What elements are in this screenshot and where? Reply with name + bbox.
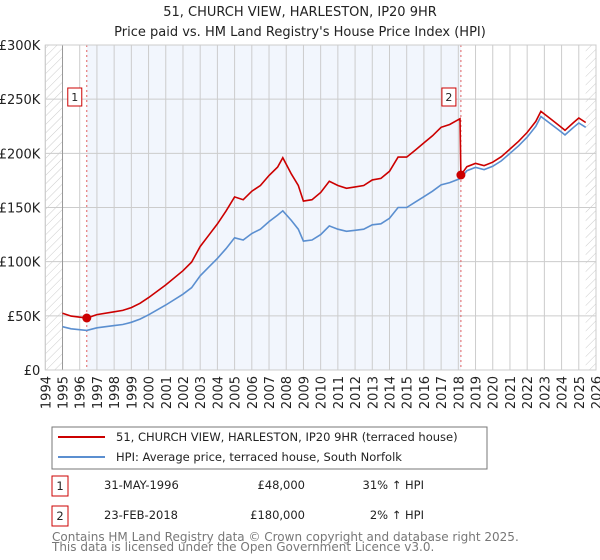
legend-label-hpi: HPI: Average price, terraced house, Sout… [116,450,402,464]
x-tick-label: 2026 [590,376,600,409]
x-tick-label: 2005 [229,376,244,409]
sale-hpi-change: 2% ↑ HPI [370,508,424,522]
plot-border [44,44,597,371]
x-tick-label: 1995 [57,376,72,409]
x-tick-label: 1999 [125,376,140,409]
sale-price: £48,000 [257,478,305,492]
sale-number: 2 [56,509,63,523]
sale-row: 1 31-MAY-1996 £48,000 31% ↑ HPI [51,475,424,497]
sale-point [456,170,466,180]
x-tick-label: 2012 [349,376,364,409]
chart-title: 51, CHURCH VIEW, HARLESTON, IP20 9HR [163,5,437,20]
x-tick-label: 2020 [487,376,502,409]
property-series-line [62,110,587,319]
y-tick-label: £0 [24,364,41,379]
y-tick-label: £50K [7,310,41,325]
x-tick-label: 2003 [194,376,209,409]
hpi-series-line [62,115,587,332]
sale-label: 1 [71,91,78,104]
y-tick-label: £150K [0,202,41,217]
x-tick-label: 2015 [401,376,416,409]
sale-point [82,313,92,323]
x-tick-label: 2018 [452,376,467,409]
chart-subtitle: Price paid vs. HM Land Registry's House … [114,25,486,40]
x-tick-label: 2010 [315,376,330,409]
x-tick-label: 2002 [177,376,192,409]
x-tick-label: 2021 [504,376,519,409]
sale-number: 1 [56,479,63,493]
x-tick-label: 2024 [556,376,571,409]
sale-price: £180,000 [250,508,305,522]
x-tick-label: 2023 [538,376,553,409]
y-tick-label: £300K [0,39,41,54]
sale-date: 31-MAY-1996 [104,478,179,492]
x-tick-label: 2013 [366,376,381,409]
legend-label-property: 51, CHURCH VIEW, HARLESTON, IP20 9HR (te… [116,430,458,444]
x-tick-label: 2009 [297,376,312,409]
x-tick-label: 1994 [39,376,54,409]
x-tick-label: 2011 [332,376,347,409]
x-tick-label: 2008 [280,376,295,409]
y-tick-label: £100K [0,256,41,271]
footer-copyright: Contains HM Land Registry data © Crown c… [52,530,519,544]
sale-row: 2 23-FEB-2018 £180,000 2% ↑ HPI [51,505,424,527]
footer-licence: This data is licensed under the Open Gov… [51,540,434,554]
plot-area: 1994 1995 1996 1997 1998 1999 2000 2001 2002 2003… [0,39,600,409]
sales-table: 1 31-MAY-1996 £48,000 31% ↑ HPI 2 23-FEB… [51,475,424,527]
y-tick-label: £250K [0,93,41,108]
x-tick-label: 2004 [211,376,226,409]
x-tick-label: 2007 [263,376,278,409]
x-tick-label: 2014 [383,376,398,409]
x-tick-label: 2001 [160,376,175,409]
x-tick-label: 2016 [418,376,433,409]
x-tick-label: 2017 [435,376,450,409]
legend: 51, CHURCH VIEW, HARLESTON, IP20 9HR (te… [51,426,488,470]
x-tick-label: 2006 [246,376,261,409]
sale-hpi-change: 31% ↑ HPI [363,478,424,492]
x-tick-label: 1996 [74,376,89,409]
x-tick-label: 1997 [91,376,106,409]
x-tick-label: 2022 [521,376,536,409]
sale-label: 2 [445,91,452,104]
y-tick-label: £200K [0,147,41,162]
x-tick-label: 2000 [143,376,158,409]
sale-label-box [67,87,83,107]
x-tick-label: 1998 [108,376,123,409]
sale-label-box [441,87,457,107]
x-tick-label: 2025 [573,376,588,409]
sale-date: 23-FEB-2018 [104,508,178,522]
x-tick-label: 2019 [470,376,485,409]
